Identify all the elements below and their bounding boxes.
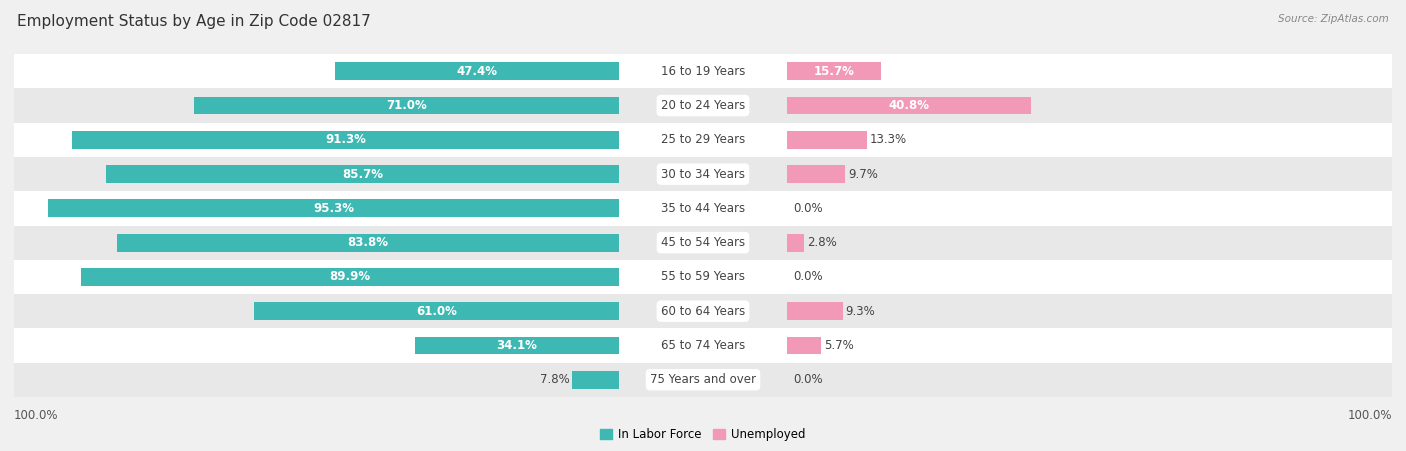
Bar <box>787 131 866 149</box>
Bar <box>14 157 1392 191</box>
Bar <box>14 363 1392 397</box>
Text: 34.1%: 34.1% <box>496 339 537 352</box>
Text: 95.3%: 95.3% <box>314 202 354 215</box>
Bar <box>787 165 845 183</box>
Bar <box>72 131 619 149</box>
Text: Source: ZipAtlas.com: Source: ZipAtlas.com <box>1278 14 1389 23</box>
Text: 30 to 34 Years: 30 to 34 Years <box>661 168 745 180</box>
Text: 5.7%: 5.7% <box>824 339 853 352</box>
Text: 60 to 64 Years: 60 to 64 Years <box>661 305 745 318</box>
Bar <box>787 97 1031 115</box>
Text: 16 to 19 Years: 16 to 19 Years <box>661 65 745 78</box>
Bar <box>572 371 619 389</box>
Text: 89.9%: 89.9% <box>329 271 370 283</box>
Text: 65 to 74 Years: 65 to 74 Years <box>661 339 745 352</box>
Text: Employment Status by Age in Zip Code 02817: Employment Status by Age in Zip Code 028… <box>17 14 371 28</box>
Text: 35 to 44 Years: 35 to 44 Years <box>661 202 745 215</box>
Text: 9.7%: 9.7% <box>848 168 877 180</box>
Text: 9.3%: 9.3% <box>845 305 876 318</box>
Text: 20 to 24 Years: 20 to 24 Years <box>661 99 745 112</box>
Text: 0.0%: 0.0% <box>793 271 823 283</box>
Bar <box>787 62 882 80</box>
Text: 45 to 54 Years: 45 to 54 Years <box>661 236 745 249</box>
Text: 7.8%: 7.8% <box>540 373 569 386</box>
Bar <box>14 226 1392 260</box>
Bar <box>14 88 1392 123</box>
Text: 71.0%: 71.0% <box>387 99 427 112</box>
Text: 13.3%: 13.3% <box>869 133 907 146</box>
Bar <box>787 336 821 354</box>
Bar <box>105 165 619 183</box>
Bar <box>415 336 619 354</box>
Bar <box>14 123 1392 157</box>
Text: 83.8%: 83.8% <box>347 236 388 249</box>
Text: 55 to 59 Years: 55 to 59 Years <box>661 271 745 283</box>
Text: 91.3%: 91.3% <box>325 133 366 146</box>
Bar <box>253 302 619 320</box>
Text: 0.0%: 0.0% <box>793 373 823 386</box>
Bar <box>787 234 804 252</box>
Bar <box>14 328 1392 363</box>
Bar <box>14 294 1392 328</box>
Text: 25 to 29 Years: 25 to 29 Years <box>661 133 745 146</box>
Bar <box>14 260 1392 294</box>
Bar <box>335 62 619 80</box>
Legend: In Labor Force, Unemployed: In Labor Force, Unemployed <box>596 423 810 446</box>
Bar <box>80 268 619 286</box>
Text: 47.4%: 47.4% <box>457 65 498 78</box>
Bar <box>14 191 1392 226</box>
Text: 0.0%: 0.0% <box>793 202 823 215</box>
Bar <box>194 97 619 115</box>
Text: 100.0%: 100.0% <box>14 409 59 422</box>
Text: 15.7%: 15.7% <box>814 65 855 78</box>
Bar <box>48 199 619 217</box>
Bar <box>14 54 1392 88</box>
Text: 85.7%: 85.7% <box>342 168 382 180</box>
Text: 2.8%: 2.8% <box>807 236 837 249</box>
Text: 40.8%: 40.8% <box>889 99 929 112</box>
Text: 100.0%: 100.0% <box>1347 409 1392 422</box>
Text: 61.0%: 61.0% <box>416 305 457 318</box>
Bar <box>787 302 842 320</box>
Text: 75 Years and over: 75 Years and over <box>650 373 756 386</box>
Bar <box>117 234 619 252</box>
